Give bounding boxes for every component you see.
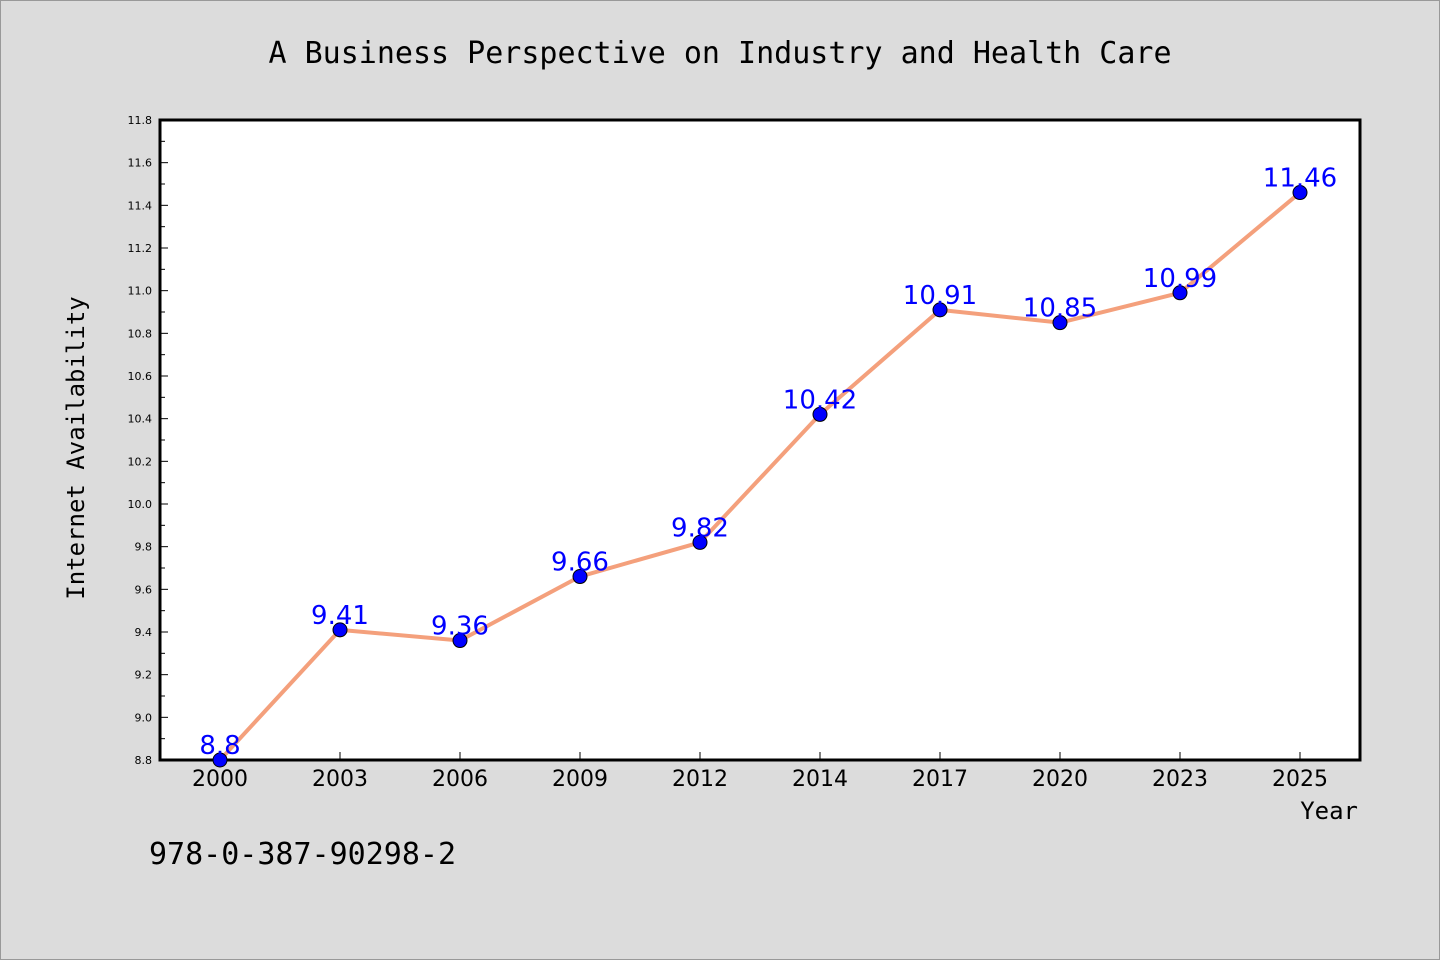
x-tick-label: 2017 [912, 767, 968, 792]
x-axis-label: Year [1300, 797, 1358, 825]
data-label: 9.82 [671, 513, 729, 543]
y-axis-label: Internet Availability [62, 296, 90, 599]
y-tick-label: 11.8 [128, 114, 153, 127]
data-label: 9.36 [431, 612, 489, 642]
y-tick-label: 8.8 [135, 754, 153, 767]
data-point [212, 752, 228, 768]
y-tick-label: 9.4 [135, 626, 153, 639]
y-tick-label: 10.4 [128, 413, 153, 426]
x-tick-label: 2009 [552, 767, 608, 792]
plot-area [158, 118, 1362, 762]
data-label: 8.8 [199, 731, 240, 761]
x-tick-label: 2003 [312, 767, 368, 792]
y-tick-label: 10.6 [128, 370, 153, 383]
data-label: 10.85 [1023, 294, 1097, 324]
data-point [572, 569, 588, 585]
x-tick-label: 2012 [672, 767, 728, 792]
data-label: 9.66 [551, 548, 609, 578]
data-label: 11.46 [1263, 164, 1337, 194]
y-tick-label: 10.0 [128, 498, 153, 511]
x-tick-label: 2020 [1032, 767, 1088, 792]
data-label: 10.42 [783, 385, 857, 415]
data-label: 10.99 [1143, 264, 1217, 294]
data-point [932, 302, 948, 318]
data-point [1172, 285, 1188, 301]
y-tick-label: 9.0 [135, 711, 153, 724]
data-point [332, 622, 348, 638]
x-tick-label: 2006 [432, 767, 488, 792]
chart-title: A Business Perspective on Industry and H… [268, 36, 1171, 71]
x-tick-label: 2025 [1272, 767, 1328, 792]
x-tick-label: 2014 [792, 767, 848, 792]
data-point [692, 534, 708, 550]
series-line [218, 190, 1302, 762]
y-tick-label: 10.8 [128, 327, 153, 340]
y-tick-label: 11.4 [128, 199, 153, 212]
isbn-footer: 978-0-387-90298-2 [149, 837, 456, 872]
data-label: 10.91 [903, 281, 977, 311]
series-line-group: 8.8 9.41 9.36 9.66 9.82 10.42 10.91 10.85 10.99 1… [199, 164, 1337, 768]
data-point [812, 406, 828, 422]
y-tick-label: 11.2 [128, 242, 153, 255]
x-axis: 2000 2003 2006 2009 2012 2014 2017 2020 2023 2025 [192, 752, 1328, 792]
data-point [452, 633, 468, 649]
data-point [1292, 185, 1308, 201]
y-tick-label: 9.6 [135, 583, 153, 596]
y-tick-label: 9.2 [135, 669, 153, 682]
y-tick-label: 11.6 [128, 157, 153, 170]
x-tick-label: 2000 [192, 767, 248, 792]
y-tick-label: 9.8 [135, 541, 153, 554]
data-point [1052, 315, 1068, 331]
data-label: 9.41 [311, 601, 369, 631]
y-tick-label: 10.2 [128, 455, 153, 468]
x-tick-label: 2023 [1152, 767, 1208, 792]
y-axis: 8.8 9.0 9.2 9.4 9.6 9.8 10.0 10.2 10.4 10.6 10.8 11… [128, 114, 168, 767]
y-tick-label: 11.0 [128, 285, 153, 298]
